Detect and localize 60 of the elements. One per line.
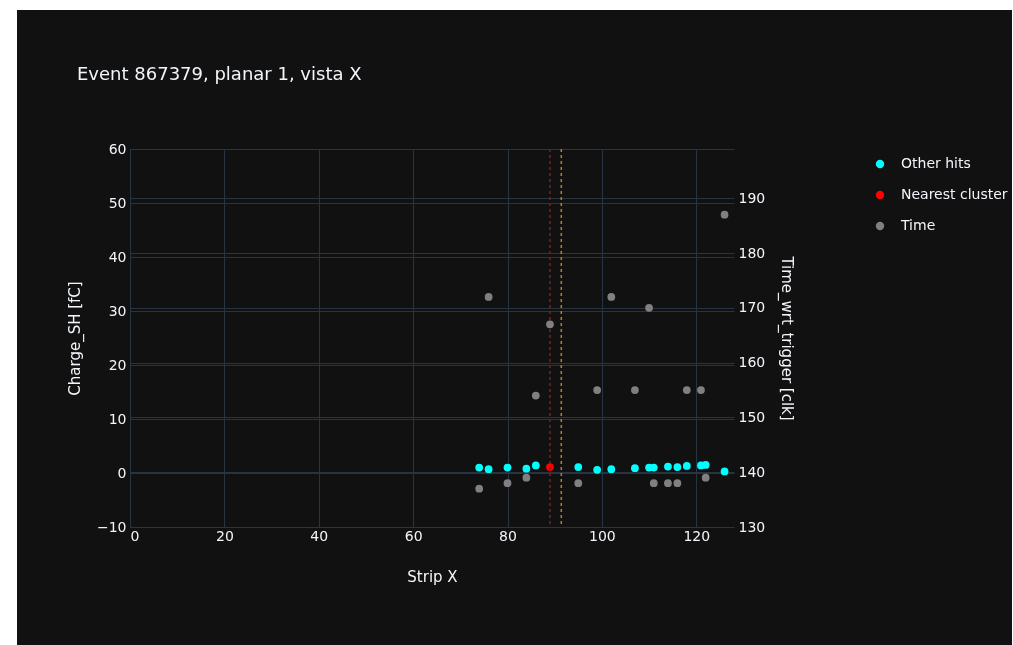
point <box>522 473 531 482</box>
point <box>531 461 540 470</box>
y-tick-label: 10 <box>108 410 127 427</box>
point <box>664 479 672 488</box>
point <box>631 464 639 473</box>
point <box>701 473 710 482</box>
point <box>503 463 512 472</box>
point <box>574 463 583 471</box>
x-tick-label: 80 <box>499 527 517 544</box>
x-tick-label: 20 <box>215 527 234 544</box>
x-tick-label: 120 <box>683 527 711 544</box>
point <box>631 386 639 394</box>
legend-label: Other hits <box>901 155 971 171</box>
y2-tick-label: 170 <box>738 299 766 316</box>
point <box>593 386 602 394</box>
x-tick-label: 60 <box>404 527 423 544</box>
point <box>673 479 682 488</box>
legend-label: Nearest cluster <box>901 186 1008 202</box>
x-tick-label: 0 <box>130 527 140 544</box>
point <box>607 293 616 301</box>
y2-tick-label: 140 <box>738 463 766 480</box>
y2-tick-label: 180 <box>738 244 766 261</box>
y-axis-title: Charge_SH [fC] <box>65 281 85 396</box>
y-tick-label: 20 <box>108 356 127 373</box>
y-tick-label: 50 <box>108 194 127 211</box>
point <box>649 479 658 488</box>
x-tick-label: 40 <box>310 527 329 544</box>
y2-tick-label: 150 <box>738 408 766 425</box>
point <box>607 465 616 474</box>
point <box>664 462 672 471</box>
point <box>484 465 493 474</box>
point <box>522 464 531 473</box>
point <box>682 386 691 394</box>
x-axis-title: Strip X <box>407 567 458 586</box>
point <box>697 386 705 394</box>
point <box>682 462 691 470</box>
chart-title: Event 867379, planar 1, vista X <box>77 63 362 84</box>
y2-axis-title: Time_wrt_trigger [clk] <box>777 255 797 421</box>
y2-tick-label: 130 <box>738 518 766 535</box>
legend-label: Time <box>900 217 936 233</box>
y-tick-label: 0 <box>117 464 127 481</box>
y-tick-label: 40 <box>108 248 127 265</box>
y-tick-label: 60 <box>108 140 127 157</box>
y2-tick-label: 190 <box>738 189 766 206</box>
y-tick-label: 30 <box>108 302 127 319</box>
point <box>574 479 583 488</box>
point <box>475 463 484 472</box>
point <box>645 304 653 312</box>
point <box>475 484 484 493</box>
point <box>503 479 512 488</box>
point <box>720 210 729 219</box>
point <box>531 391 540 400</box>
point <box>720 467 729 476</box>
point <box>673 463 682 471</box>
point <box>593 465 602 474</box>
point <box>484 293 493 301</box>
y2-tick-label: 160 <box>738 354 766 371</box>
x-tick-label: 100 <box>589 527 616 544</box>
point <box>546 320 554 329</box>
y-tick-label: −10 <box>96 518 127 535</box>
